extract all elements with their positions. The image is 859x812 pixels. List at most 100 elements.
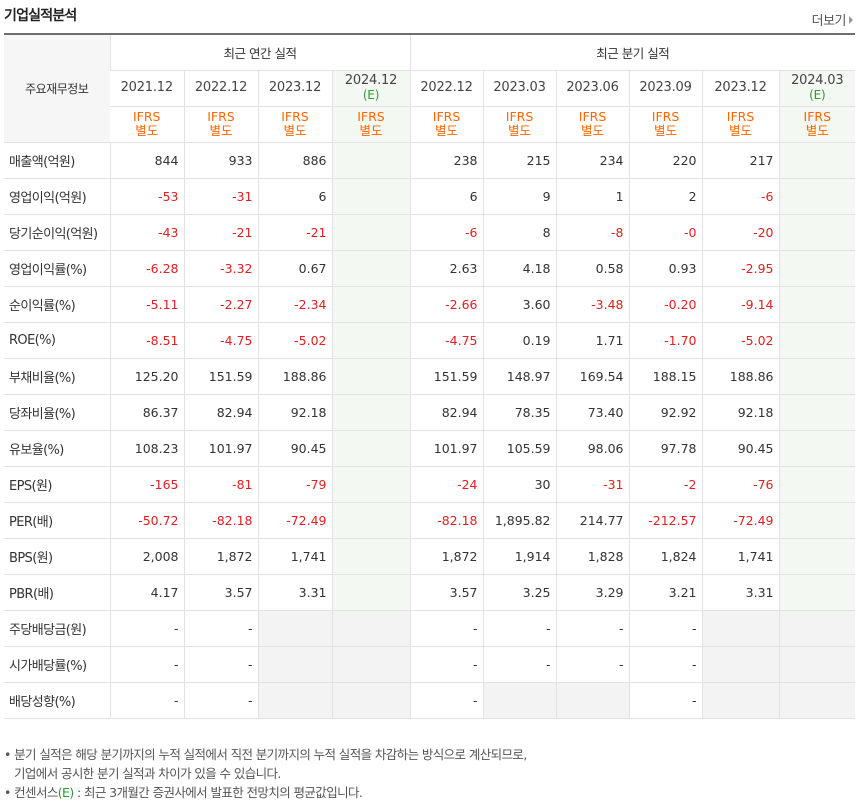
annual-cell: 82.94: [183, 394, 258, 431]
ifrs-line2: 별도: [508, 123, 532, 138]
annual-cell: 933: [183, 142, 258, 179]
row-label: 배당성향(%): [4, 682, 110, 719]
annual-cell: -43: [109, 214, 184, 251]
quarter-cell: 98.06: [555, 430, 630, 467]
annual-cell: -: [183, 609, 258, 647]
more-link[interactable]: 더보기: [812, 10, 853, 29]
footnote-3-prefix: • 컨센서스: [4, 785, 58, 800]
annual-cell: -: [183, 682, 258, 719]
ifrs-line2: 별도: [729, 123, 753, 138]
annual-cell: -2.34: [257, 286, 332, 323]
quarter-cell: 188.15: [628, 357, 703, 395]
ifrs-line2: 별도: [283, 123, 307, 138]
quarter-cell: 151.59: [409, 357, 484, 395]
table-row: EPS(원) -165 -81 -79 -24 30 -31 -2 -76: [4, 465, 856, 503]
ifrs-line1: IFRS: [207, 109, 235, 124]
row-label: 유보율(%): [4, 430, 110, 467]
table-row: 유보율(%) 108.23 101.97 90.45 101.97 105.59 98.06…: [4, 430, 856, 467]
quarter-cell: -72.49: [701, 502, 780, 539]
annual-cell: [331, 178, 411, 215]
quarter-group-header: 최근 분기 실적: [409, 33, 856, 71]
quarter-cell: 92.92: [628, 394, 703, 431]
row-label: 영업이익(억원): [4, 178, 110, 215]
quarter-cell: 3.31: [701, 574, 780, 611]
quarter-cell: -8: [555, 214, 630, 251]
quarter-cell: 148.97: [482, 357, 557, 395]
quarter-cell: 3.57: [409, 574, 484, 611]
ifrs-line2: 별도: [209, 123, 233, 138]
quarter-cell: 220: [628, 142, 703, 179]
annual-period-0: 2021.12: [110, 70, 184, 107]
annual-cell: 86.37: [109, 394, 184, 431]
annual-cell: 151.59: [183, 357, 258, 395]
annual-cell: 6: [257, 178, 332, 215]
period-label: 2022.12: [194, 80, 248, 95]
estimate-mark: (E): [362, 88, 380, 102]
annual-cell: [257, 682, 332, 719]
quarter-cell: 101.97: [409, 430, 484, 467]
period-label: 2024.12: [344, 73, 398, 88]
quarter-cell: [701, 646, 780, 683]
quarter-period-4: 2023.12: [701, 70, 780, 107]
ifrs-badge: IFRS 별도: [257, 106, 332, 143]
annual-period-2: 2023.12: [257, 70, 332, 107]
table-row: 배당성향(%) - - - -: [4, 682, 856, 719]
quarter-cell: [778, 249, 856, 287]
quarter-cell: 30: [482, 465, 557, 503]
quarter-cell: [778, 394, 856, 431]
annual-cell: 90.45: [257, 430, 332, 467]
quarter-cell: [778, 178, 856, 215]
quarter-cell: [778, 465, 856, 503]
ifrs-badge: IFRS 별도: [183, 106, 258, 143]
quarter-cell: -2.95: [701, 249, 780, 287]
quarter-cell: -4.75: [409, 322, 484, 359]
annual-cell: [331, 322, 411, 359]
quarter-cell: 0.93: [628, 249, 703, 287]
quarter-cell: [482, 682, 557, 719]
annual-cell: [331, 357, 411, 395]
quarter-cell: [778, 682, 856, 719]
quarter-cell: 3.25: [482, 574, 557, 611]
annual-cell: -: [183, 646, 258, 683]
quarter-cell: -24: [409, 465, 484, 503]
quarter-cell: [701, 609, 780, 647]
annual-cell: 108.23: [109, 430, 184, 467]
period-label: 2023.09: [639, 80, 692, 95]
quarter-cell: -20: [701, 214, 780, 251]
annual-cell: -4.75: [183, 322, 258, 359]
ifrs-line1: IFRS: [357, 109, 385, 124]
quarter-period-5: 2024.03 (E): [778, 70, 856, 107]
quarter-cell: 8: [482, 214, 557, 251]
row-label: 당기순이익(억원): [4, 214, 110, 251]
quarter-cell: -3.48: [555, 286, 630, 323]
annual-cell: [331, 286, 411, 323]
annual-cell: [331, 682, 411, 719]
annual-cell: [331, 609, 411, 647]
ifrs-badge: IFRS 별도: [701, 106, 780, 143]
table-row: ROE(%) -8.51 -4.75 -5.02 -4.75 0.19 1.71 -1.70-…: [4, 322, 856, 359]
quarter-period-0: 2022.12: [409, 70, 484, 107]
annual-period-1: 2022.12: [183, 70, 258, 107]
ifrs-line1: IFRS: [281, 109, 309, 124]
period-label: 2022.12: [420, 80, 473, 95]
annual-cell: -5.11: [109, 286, 184, 323]
quarter-cell: 9: [482, 178, 557, 215]
ifrs-line1: IFRS: [432, 109, 461, 124]
annual-cell: 125.20: [109, 357, 184, 395]
quarter-cell: 92.18: [701, 394, 780, 431]
quarter-cell: -: [409, 646, 484, 683]
quarter-cell: -2: [628, 465, 703, 503]
quarter-cell: 2: [628, 178, 703, 215]
row-label: 영업이익률(%): [4, 249, 110, 287]
quarter-cell: 1,914: [482, 538, 557, 575]
ifrs-line1: IFRS: [133, 109, 161, 124]
annual-cell: 886: [257, 142, 332, 179]
annual-cell: -50.72: [109, 502, 184, 539]
period-label: 2024.03: [791, 73, 844, 88]
annual-cell: -5.02: [257, 322, 332, 359]
annual-cell: -31: [183, 178, 258, 215]
footnotes: • 분기 실적은 해당 분기까지의 누적 실적에서 직전 분기까지의 누적 실적…: [4, 745, 527, 802]
row-label: EPS(원): [4, 465, 110, 503]
table-row: PBR(배) 4.17 3.57 3.31 3.57 3.25 3.29 3.21 3.31: [4, 574, 856, 611]
period-label: 2023.12: [268, 80, 322, 95]
